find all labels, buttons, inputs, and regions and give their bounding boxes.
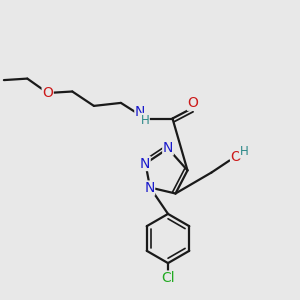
Text: N: N xyxy=(163,141,173,155)
Text: O: O xyxy=(188,96,198,110)
Text: N: N xyxy=(140,157,150,170)
Text: Cl: Cl xyxy=(161,271,175,285)
Text: O: O xyxy=(231,150,242,164)
Text: N: N xyxy=(144,181,154,195)
Text: H: H xyxy=(239,145,248,158)
Text: N: N xyxy=(135,105,145,119)
Text: H: H xyxy=(140,113,149,127)
Text: O: O xyxy=(42,86,53,100)
